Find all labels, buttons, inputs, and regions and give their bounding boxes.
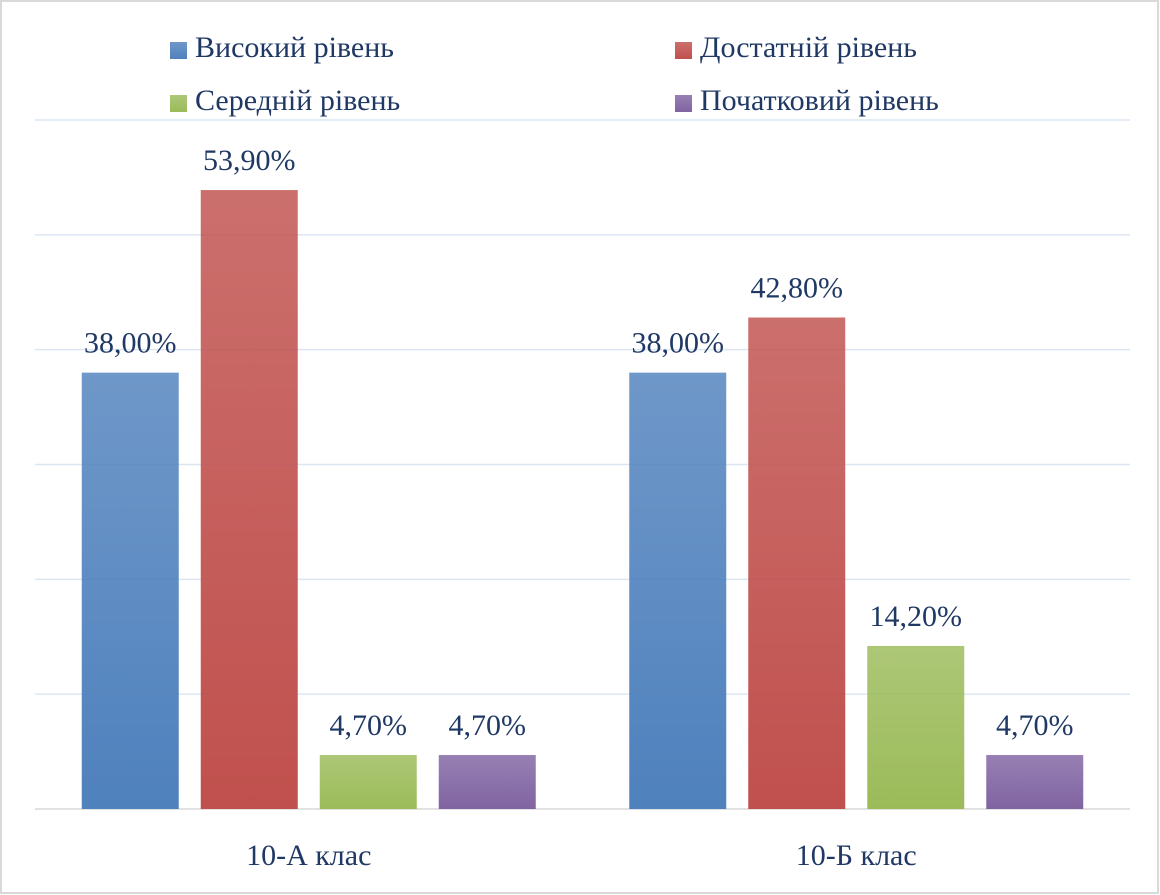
bar bbox=[748, 317, 846, 809]
bar bbox=[319, 755, 417, 809]
data-label: 4,70% bbox=[996, 709, 1074, 742]
legend-swatch bbox=[675, 42, 692, 59]
data-label: 14,20% bbox=[870, 600, 963, 633]
legend-label: Високий рівень bbox=[195, 31, 394, 64]
bar bbox=[200, 190, 298, 809]
data-label: 38,00% bbox=[84, 327, 177, 360]
legend-swatch bbox=[675, 95, 692, 112]
legend-swatch bbox=[170, 42, 187, 59]
x-tick-label: 10-Б клас bbox=[796, 839, 917, 872]
x-tick-label: 10-А клас bbox=[246, 839, 371, 872]
data-label: 42,80% bbox=[751, 271, 844, 304]
data-label: 53,90% bbox=[203, 144, 296, 177]
bar bbox=[629, 372, 727, 809]
data-label: 4,70% bbox=[449, 709, 527, 742]
bar bbox=[867, 645, 965, 809]
data-label: 38,00% bbox=[632, 327, 725, 360]
bar bbox=[986, 755, 1084, 809]
data-label: 4,70% bbox=[330, 709, 408, 742]
legend-label: Середній рівень bbox=[195, 84, 400, 117]
bar bbox=[81, 372, 179, 809]
legend-label: Достатній рівень bbox=[700, 31, 917, 64]
legend-swatch bbox=[170, 95, 187, 112]
legend-label: Початковий рівень bbox=[700, 84, 939, 117]
bar bbox=[438, 755, 536, 809]
